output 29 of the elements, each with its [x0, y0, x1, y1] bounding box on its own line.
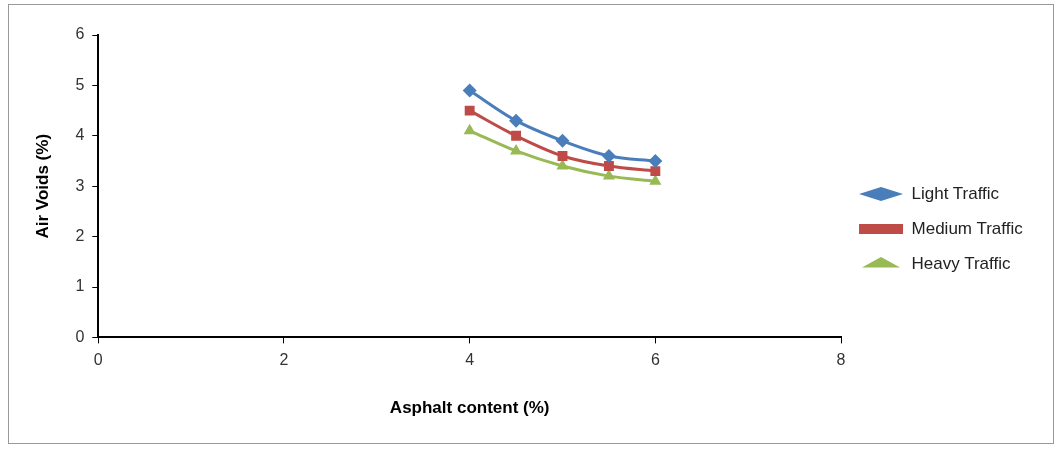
x-tick-label: 6: [650, 351, 660, 369]
y-axis-title: Air Voids (%): [32, 133, 52, 239]
x-tick-label: 8: [836, 351, 846, 369]
point: [463, 123, 476, 135]
point: [462, 83, 477, 98]
legend-label: Heavy Traffic: [911, 253, 1011, 273]
point: [510, 143, 523, 155]
y-tick-label: 3: [75, 176, 85, 194]
point: [650, 166, 661, 177]
point: [557, 151, 568, 161]
x-tick-label: 0: [93, 351, 103, 369]
y-tick-label: 4: [75, 126, 85, 144]
x-tick-label: 4: [465, 351, 475, 369]
point: [601, 148, 616, 163]
y-tick-label: 6: [75, 25, 85, 43]
x-tick-label: 2: [279, 351, 289, 369]
point: [603, 161, 614, 171]
y-tick-label: 0: [75, 327, 85, 345]
y-tick-label: 5: [75, 75, 85, 93]
point: [555, 133, 570, 148]
legend-label: Medium Traffic: [911, 218, 1024, 238]
y-tick-label: 1: [75, 277, 85, 295]
y-tick-label: 2: [75, 227, 85, 245]
point: [464, 105, 475, 116]
point: [511, 130, 522, 141]
x-axis-title: Asphalt content (%): [389, 398, 550, 418]
point: [648, 154, 663, 168]
legend-label: Light Traffic: [911, 183, 1000, 203]
point: [509, 113, 524, 128]
